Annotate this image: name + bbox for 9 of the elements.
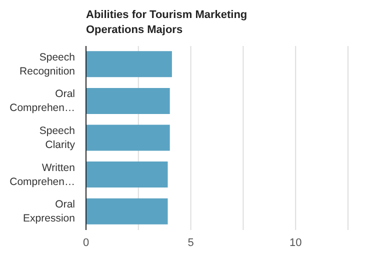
- x-tick-label: 5: [188, 236, 194, 249]
- x-tick-label: 10: [289, 236, 302, 249]
- y-tick-label: Written Comprehen…: [10, 162, 76, 188]
- y-tick-label: Oral Expression: [23, 198, 76, 225]
- y-tick-label: Speech Recognition: [20, 51, 76, 78]
- y-tick-label: Speech Clarity: [39, 125, 76, 151]
- chart-title: Abilities for Tourism Marketing Operations Majors: [86, 8, 248, 38]
- y-tick-label: Oral Comprehen…: [10, 88, 75, 114]
- x-tick-label: 0: [82, 236, 90, 249]
